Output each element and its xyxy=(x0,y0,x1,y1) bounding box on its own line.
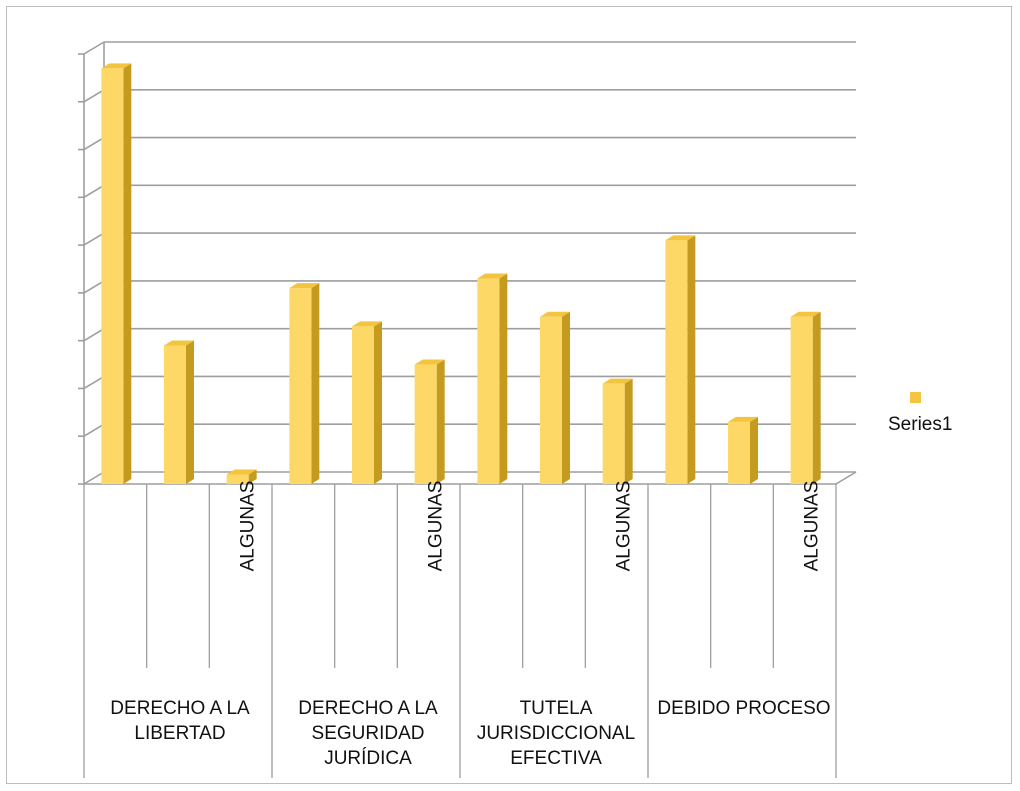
gridline-side xyxy=(83,375,105,390)
bar-top xyxy=(790,311,821,317)
category-label: DEBIDO PROCESO xyxy=(657,698,831,719)
bar-side xyxy=(812,311,821,484)
bar xyxy=(226,474,249,484)
category-label: TUTELA JURISDICCIONAL EFECTIVA xyxy=(476,698,636,769)
subcategory-label: ALGUNAS xyxy=(801,480,823,572)
gridline-side xyxy=(83,89,105,103)
bar-side xyxy=(499,273,508,484)
bar-top xyxy=(477,273,508,279)
legend-label-series1: Series1 xyxy=(888,414,953,435)
bar-side xyxy=(436,359,445,484)
gridline-side xyxy=(83,136,105,151)
bar xyxy=(790,316,813,484)
gridline-side xyxy=(83,280,105,294)
gridline-side xyxy=(83,184,105,199)
legend-swatch-series1 xyxy=(910,392,921,403)
bar xyxy=(602,383,625,484)
bar-side xyxy=(123,63,132,484)
bar xyxy=(289,288,312,484)
bar-top xyxy=(540,311,570,317)
bar xyxy=(164,345,186,484)
bar-side xyxy=(750,416,758,484)
bar xyxy=(477,278,500,484)
subcategory-label: ALGUNAS xyxy=(237,480,259,572)
gridline-side xyxy=(83,471,105,485)
bar xyxy=(101,68,124,484)
bar-top xyxy=(101,63,132,69)
gridline-side xyxy=(83,232,105,246)
bar xyxy=(728,421,750,484)
bar-side xyxy=(311,283,320,484)
bar xyxy=(540,316,562,484)
bar xyxy=(352,326,374,484)
subcategory-label: ALGUNAS xyxy=(613,480,635,572)
floor-edge xyxy=(835,471,857,485)
bar-top xyxy=(289,283,320,289)
gridline-side xyxy=(83,41,105,55)
bar-top xyxy=(414,359,445,365)
bar-side xyxy=(562,311,570,484)
bar-top xyxy=(352,321,382,327)
bar xyxy=(665,240,688,484)
bar-top xyxy=(665,235,696,241)
bar-top xyxy=(728,416,758,422)
bar-top xyxy=(164,340,194,346)
gridline-side xyxy=(83,423,105,437)
bar-side xyxy=(624,378,633,484)
bar xyxy=(414,364,437,484)
bar-side xyxy=(374,321,382,484)
bar-top xyxy=(602,378,633,384)
bar-side xyxy=(687,235,696,484)
gridline-side xyxy=(83,327,105,342)
subcategory-label: ALGUNAS xyxy=(425,480,447,572)
bar-side xyxy=(248,469,257,484)
bar-top xyxy=(226,469,257,475)
category-label: DERECHO A LA SEGURIDAD JURÍDICA xyxy=(298,698,438,769)
category-label: DERECHO A LA LIBERTAD xyxy=(110,698,250,744)
bar-side xyxy=(186,340,194,484)
